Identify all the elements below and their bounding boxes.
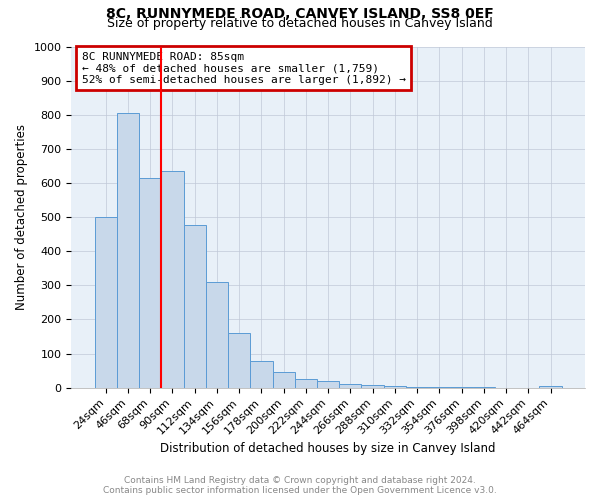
Bar: [117, 113, 139, 388]
X-axis label: Distribution of detached houses by size in Canvey Island: Distribution of detached houses by size …: [160, 442, 496, 455]
Bar: [139, 178, 161, 388]
Bar: [384, 386, 406, 388]
Bar: [317, 381, 339, 388]
Bar: [272, 372, 295, 388]
Bar: [406, 387, 428, 388]
Bar: [539, 386, 562, 388]
Bar: [228, 333, 250, 388]
Bar: [184, 224, 206, 388]
Text: 8C RUNNYMEDE ROAD: 85sqm
← 48% of detached houses are smaller (1,759)
52% of sem: 8C RUNNYMEDE ROAD: 85sqm ← 48% of detach…: [82, 52, 406, 85]
Bar: [295, 379, 317, 388]
Text: Size of property relative to detached houses in Canvey Island: Size of property relative to detached ho…: [107, 18, 493, 30]
Text: 8C, RUNNYMEDE ROAD, CANVEY ISLAND, SS8 0EF: 8C, RUNNYMEDE ROAD, CANVEY ISLAND, SS8 0…: [106, 8, 494, 22]
Bar: [250, 361, 272, 388]
Bar: [339, 384, 361, 388]
Bar: [206, 282, 228, 388]
Bar: [161, 171, 184, 388]
Bar: [428, 387, 451, 388]
Bar: [361, 385, 384, 388]
Y-axis label: Number of detached properties: Number of detached properties: [15, 124, 28, 310]
Text: Contains HM Land Registry data © Crown copyright and database right 2024.
Contai: Contains HM Land Registry data © Crown c…: [103, 476, 497, 495]
Bar: [95, 217, 117, 388]
